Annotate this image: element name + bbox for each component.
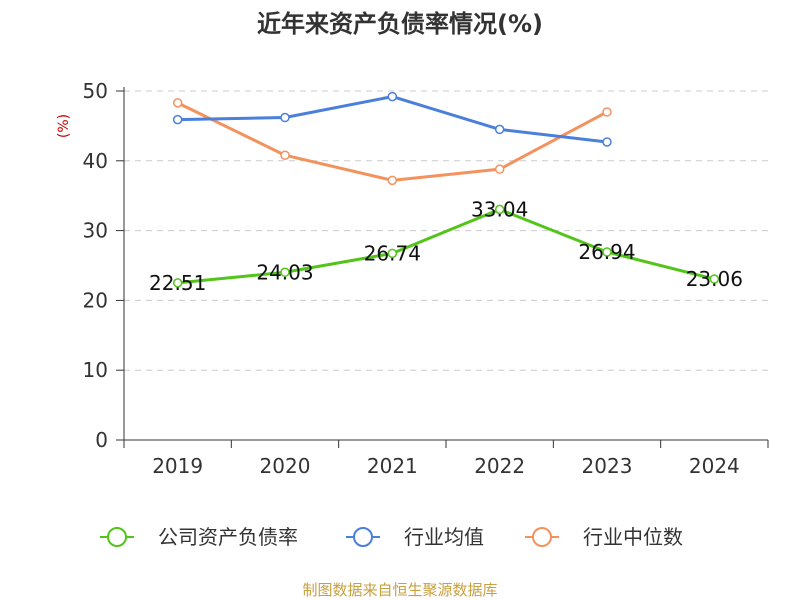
y-tick-label: 30 [83, 219, 108, 243]
data-point [494, 124, 505, 135]
legend-item[interactable]: 行业均值 [346, 525, 484, 549]
y-tick-label: 10 [83, 358, 108, 382]
legend-label: 公司资产负债率 [158, 525, 298, 549]
data-point [709, 274, 720, 284]
data-label: 23.06 [686, 267, 743, 291]
x-tick-label: 2023 [582, 454, 633, 478]
axes: 0 10 20 30 40 50 2019 2020 2021 2022 2023 2024 [83, 79, 769, 478]
y-tick-label: 50 [83, 79, 108, 103]
data-label: 22.51 [149, 271, 206, 295]
legend-item[interactable]: 行业中位数 [525, 525, 683, 549]
series-line [177, 101, 608, 182]
legend-marker [107, 527, 127, 547]
data-point [172, 278, 183, 288]
x-tick-label: 2024 [689, 454, 740, 478]
data-point [172, 114, 183, 125]
data-point [602, 107, 612, 117]
data-point [172, 98, 183, 108]
data-label: 24.03 [256, 260, 313, 284]
chart-title: 近年来资产负债率情况(%) [257, 10, 543, 38]
legend-marker [532, 527, 552, 547]
legend[interactable]: 公司资产负债率 行业均值 行业中位数 [100, 525, 683, 549]
data-point [602, 137, 612, 147]
source-note: 制图数据来自恒生聚源数据库 [302, 581, 497, 599]
x-tick-label: 2022 [474, 454, 525, 478]
y-tick-label: 0 [95, 428, 108, 452]
series-group: 22.51 24.03 26.74 33.04 26.94 23.06 [149, 91, 743, 295]
x-tick-label: 2019 [152, 454, 203, 478]
data-point [387, 175, 398, 186]
y-tick-label: 20 [83, 288, 108, 312]
y-tick-label: 40 [83, 149, 108, 173]
data-point [602, 247, 612, 257]
x-tick-label: 2020 [260, 454, 311, 478]
data-label: 26.74 [364, 241, 421, 265]
data-point [494, 204, 505, 215]
legend-marker [353, 527, 373, 547]
legend-item[interactable]: 公司资产负债率 [100, 525, 298, 549]
legend-label: 行业均值 [404, 525, 484, 549]
data-point [494, 164, 505, 174]
x-tick-label: 2021 [367, 454, 418, 478]
data-point [387, 91, 398, 102]
data-point [387, 248, 398, 259]
data-point [280, 112, 290, 123]
data-point [280, 150, 290, 160]
legend-label: 行业中位数 [583, 525, 683, 549]
data-point [280, 267, 290, 278]
data-label: 26.94 [578, 240, 635, 264]
data-label: 33.04 [471, 197, 528, 221]
series-line [177, 207, 715, 285]
y-axis-unit: (%) [56, 114, 72, 138]
